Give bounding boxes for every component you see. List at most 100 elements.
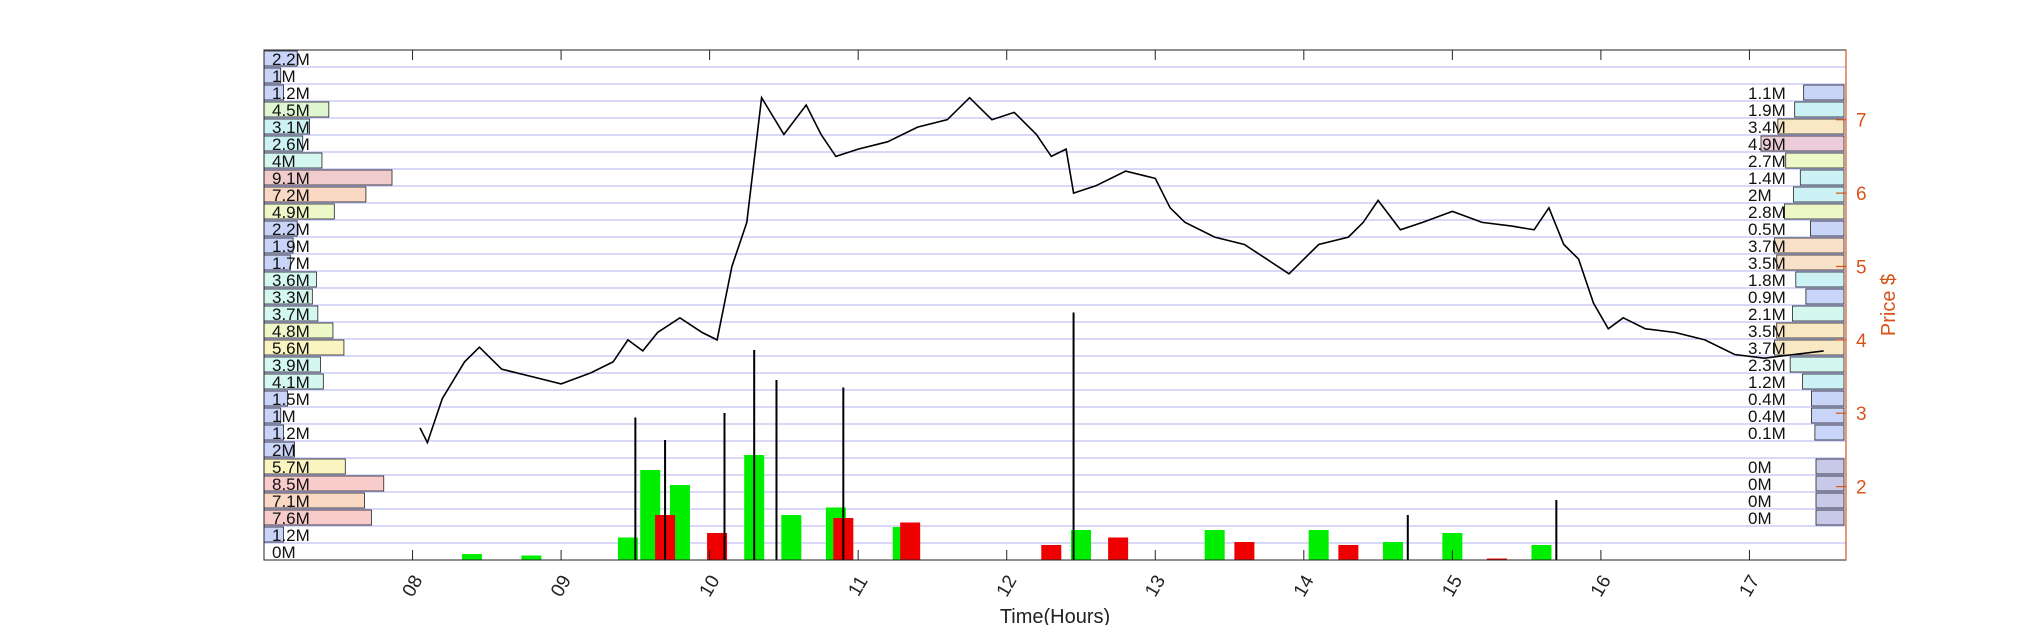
right-profile-label: 1.2M xyxy=(1748,373,1786,392)
price-series xyxy=(419,95,1824,445)
left-volume-profile: 2.2M1M1.2M4.5M3.1M2.6M4M9.1M7.2M4.9M2.2M… xyxy=(263,50,393,562)
right-profile-label: 3.4M xyxy=(1748,118,1786,137)
right-profile-bar xyxy=(1811,390,1845,407)
right-profile-label: 3.7M xyxy=(1748,339,1786,358)
right-profile-bar xyxy=(1799,169,1845,186)
volume-bar-up xyxy=(781,515,802,560)
right-profile-bar xyxy=(1760,135,1845,152)
right-profile-label: 0.4M xyxy=(1748,390,1786,409)
right-profile-bar xyxy=(1803,84,1845,101)
right-profile-bar xyxy=(1815,509,1845,526)
volume-bar-up xyxy=(521,555,542,560)
x-tick-label: 16 xyxy=(1587,572,1616,601)
right-y-axis-ticks: 2 3 4 5 6 7 xyxy=(1836,111,1867,499)
y-axis-label: Price $ xyxy=(1878,274,1900,336)
left-profile-label: 1.5M xyxy=(272,390,310,409)
right-profile-label: 2.8M xyxy=(1748,203,1786,222)
left-profile-label: 3.3M xyxy=(272,288,310,307)
right-profile-label: 0.1M xyxy=(1748,424,1786,443)
right-profile-label: 3.5M xyxy=(1748,322,1786,341)
volume-bar-down xyxy=(900,522,921,560)
right-profile-bar xyxy=(1776,322,1845,339)
right-profile-bar xyxy=(1811,407,1845,424)
left-profile-label: 7.2M xyxy=(272,186,310,205)
right-profile-bar xyxy=(1805,288,1845,305)
x-tick-label: 15 xyxy=(1438,572,1467,601)
right-profile-bar xyxy=(1776,254,1845,271)
volume-bar-up xyxy=(1442,533,1463,560)
volume-bar-up xyxy=(461,554,482,560)
right-profile-bar xyxy=(1785,152,1845,169)
right-profile-bar xyxy=(1792,305,1845,322)
y-tick-label: 7 xyxy=(1856,111,1867,132)
volume-bar-up xyxy=(617,537,638,560)
right-profile-label: 0M xyxy=(1748,509,1772,528)
right-profile-bar xyxy=(1815,475,1845,492)
right-profile-bar xyxy=(1809,220,1845,237)
left-profile-label: 1M xyxy=(272,67,296,86)
x-tick-label: 14 xyxy=(1290,571,1319,600)
right-profile-bar xyxy=(1789,356,1845,373)
left-profile-label: 4.1M xyxy=(272,373,310,392)
x-tick-label: 17 xyxy=(1736,572,1765,601)
x-tick-label: 11 xyxy=(845,572,873,600)
right-profile-bar xyxy=(1777,118,1845,135)
volume-bar-down xyxy=(1108,537,1129,560)
left-profile-label: 4.9M xyxy=(272,203,310,222)
right-profile-label: 2.3M xyxy=(1748,356,1786,375)
right-profile-label: 2.1M xyxy=(1748,305,1786,324)
volume-bar-down xyxy=(1338,545,1359,560)
right-profile-label: 0.4M xyxy=(1748,407,1786,426)
x-axis-label: Time(Hours) xyxy=(1000,606,1110,625)
volume-bar-down xyxy=(707,533,728,560)
left-profile-label: 2.2M xyxy=(272,220,310,239)
price-line xyxy=(419,95,1824,445)
x-tick-label: 09 xyxy=(547,572,576,601)
volume-bar-up xyxy=(1204,530,1225,560)
right-volume-profile: 1.1M1.9M3.4M4.9M2.7M1.4M2M2.8M0.5M3.7M3.… xyxy=(1748,84,1845,528)
y-tick-label: 5 xyxy=(1856,257,1867,278)
left-profile-label: 8.5M xyxy=(272,475,310,494)
left-profile-label: 4.8M xyxy=(272,322,310,341)
right-profile-label: 0.5M xyxy=(1748,220,1786,239)
x-tick-label: 12 xyxy=(993,572,1022,601)
right-profile-bar xyxy=(1794,101,1845,118)
left-profile-label: 4.5M xyxy=(272,101,310,120)
left-profile-label: 4M xyxy=(272,152,296,171)
left-profile-label: 0M xyxy=(272,543,296,562)
left-profile-label: 7.6M xyxy=(272,509,310,528)
left-profile-label: 3.7M xyxy=(272,305,310,324)
left-profile-label: 3.6M xyxy=(272,271,310,290)
left-profile-label: 2.6M xyxy=(272,135,310,154)
left-profile-label: 5.6M xyxy=(272,339,310,358)
left-profile-label: 9.1M xyxy=(272,169,310,188)
left-profile-label: 3.1M xyxy=(272,118,310,137)
x-tick-label: 08 xyxy=(399,572,428,601)
right-profile-label: 3.5M xyxy=(1748,254,1786,273)
left-profile-label: 1.7M xyxy=(272,254,310,273)
y-tick-label: 4 xyxy=(1856,331,1867,352)
left-profile-label: 2M xyxy=(272,441,296,460)
left-profile-label: 7.1M xyxy=(272,492,310,511)
right-profile-label: 0.9M xyxy=(1748,288,1786,307)
y-tick-label: 3 xyxy=(1856,404,1867,425)
volume-bar-up xyxy=(1308,530,1329,560)
right-profile-bar xyxy=(1793,186,1845,203)
right-profile-bar xyxy=(1784,203,1845,220)
left-profile-label: 1.2M xyxy=(272,84,310,103)
x-tick-label: 13 xyxy=(1141,572,1170,601)
volume-bar-down xyxy=(1041,545,1062,560)
right-profile-bar xyxy=(1774,339,1845,356)
left-profile-label: 5.7M xyxy=(272,458,310,477)
y-tick-label: 2 xyxy=(1856,478,1867,499)
volume-bar-up xyxy=(1382,542,1403,560)
volume-bar-down xyxy=(1234,542,1255,560)
right-profile-bar xyxy=(1815,458,1845,475)
right-profile-label: 4.9M xyxy=(1748,135,1786,154)
left-profile-label: 2.2M xyxy=(272,50,310,69)
right-profile-bar xyxy=(1815,492,1845,509)
right-profile-bar xyxy=(1774,237,1845,254)
right-profile-bar xyxy=(1795,271,1845,288)
horizontal-gridlines xyxy=(264,66,1846,544)
volume-bars xyxy=(461,312,1558,560)
